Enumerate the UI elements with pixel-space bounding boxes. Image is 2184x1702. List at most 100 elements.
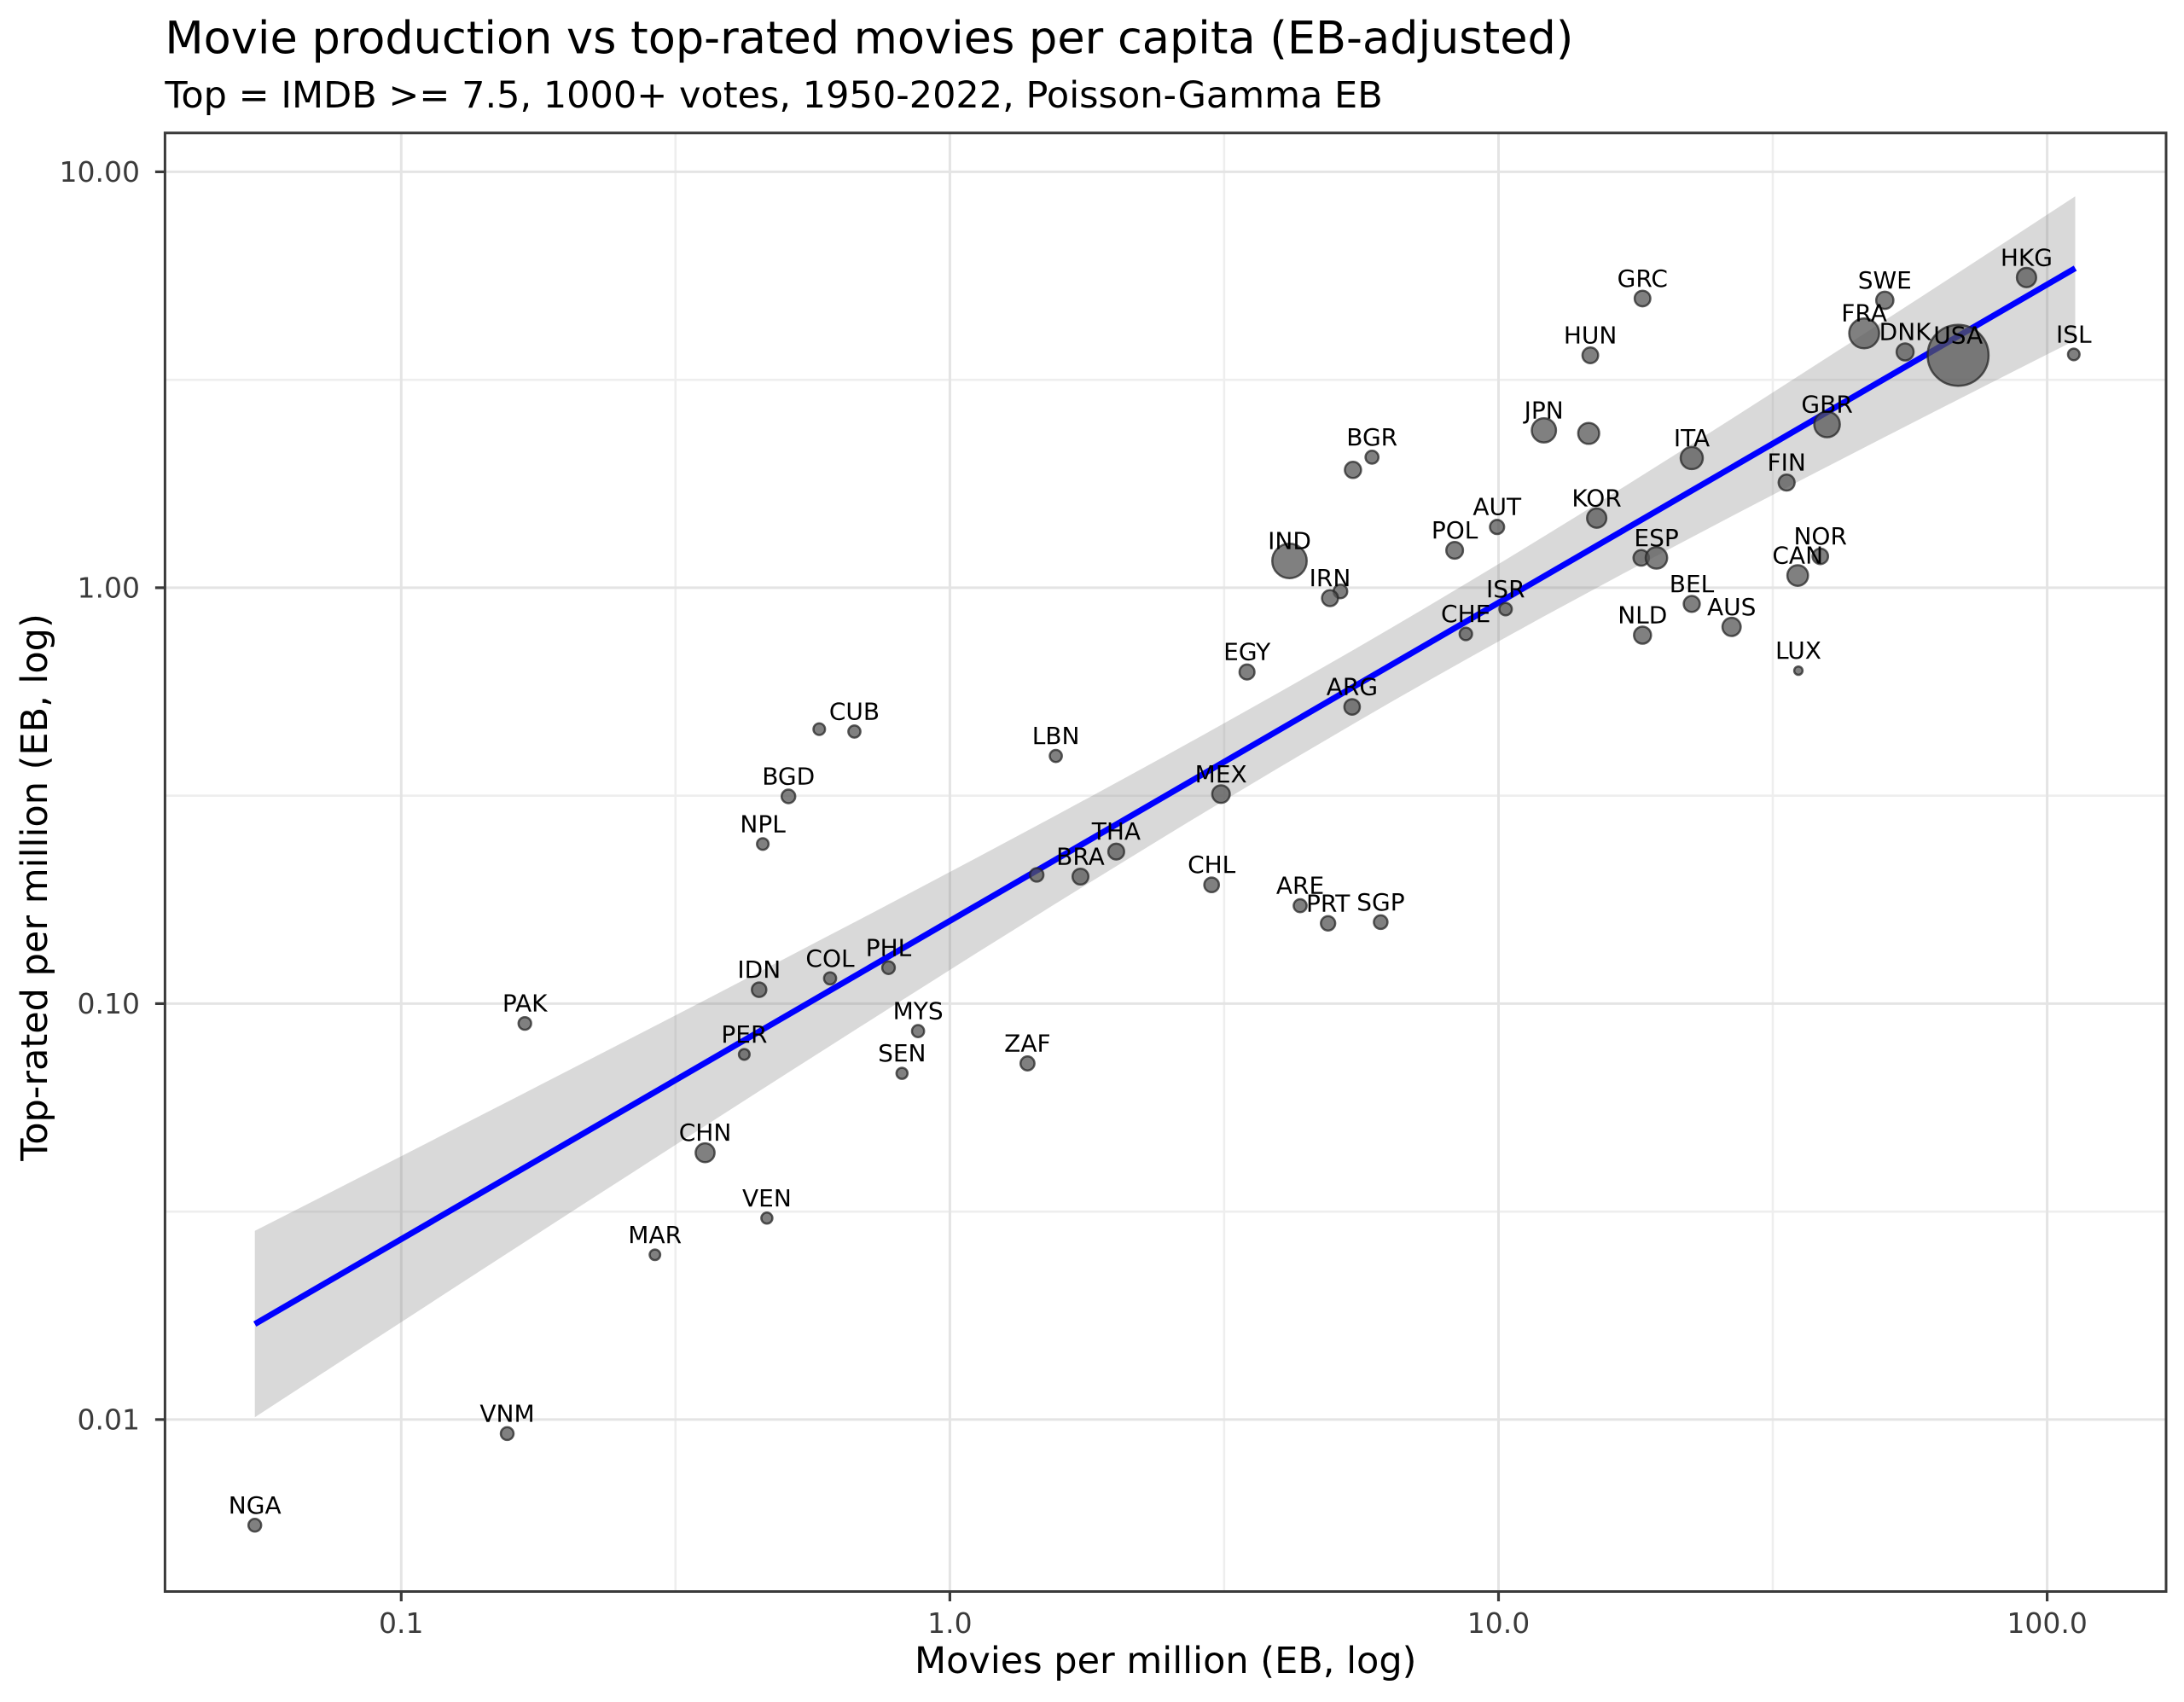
point-gbr [1813,410,1841,439]
label-ven: VEN [742,1184,792,1212]
label-pol: POL [1432,516,1478,544]
x-tick-label: 10.0 [1467,1606,1530,1640]
y-tick-label: 1.00 [78,571,140,604]
point-ita [1679,445,1705,471]
point-egy [1238,663,1256,681]
label-vnm: VNM [479,1399,534,1427]
point-bgd [780,788,797,805]
axes-background [165,132,2167,1592]
point-npl [756,837,770,851]
point-isr [1498,601,1513,617]
label-bel: BEL [1670,570,1715,598]
label-bgr: BGR [1346,423,1397,451]
x-tick-label: 0.1 [379,1606,423,1640]
label-chn: CHN [679,1118,732,1147]
label-prt: PRT [1306,889,1350,917]
label-irn: IRN [1310,564,1351,592]
x-tick-labels: 0.1 1.0 10.0 100.0 [379,1606,2088,1640]
point-esp [1644,546,1669,570]
point-unlabeled [812,722,827,736]
point-fra [1848,317,1880,350]
point-vnm [499,1426,515,1442]
point-bel [1682,595,1701,613]
label-aus: AUS [1707,593,1756,621]
label-nld: NLD [1618,601,1667,630]
x-axis-label: Movies per million (EB, log) [915,1640,1416,1682]
point-mar [648,1248,662,1262]
label-ita: ITA [1674,424,1710,452]
point-arg [1343,698,1362,716]
point-che [1458,626,1473,642]
point-kor [1586,507,1608,529]
point-sgp [1373,914,1389,931]
label-jpn: JPN [1523,396,1564,424]
label-sen: SEN [878,1039,926,1067]
label-gbr: GBR [1801,391,1852,419]
label-npl: NPL [740,810,786,838]
label-isl: ISL [2056,320,2092,348]
point-unlabeled [1029,867,1045,883]
point-col [822,971,838,986]
major-gridlines [165,132,2166,1592]
point-chn [694,1141,716,1164]
label-phl: PHL [866,933,912,961]
point-hun [1581,346,1600,364]
label-pak: PAK [502,990,548,1018]
point-mex [1211,784,1231,805]
point-nor [1811,547,1830,566]
label-esp: ESP [1634,524,1678,552]
point-unlabeled [1577,421,1600,445]
point-unlabeled [1344,461,1362,479]
point-tha [1107,842,1125,861]
point-zaf [1019,1055,1036,1072]
label-lux: LUX [1775,636,1821,665]
y-axis-label: Top-rated per million (EB, log) [14,613,56,1162]
y-tick-labels: 10.00 1.00 0.10 0.01 [60,155,140,1437]
label-dnk: DNK [1879,318,1932,346]
point-aus [1721,616,1742,637]
point-bra [1071,867,1090,886]
label-tha: THA [1091,817,1141,845]
point-lbn [1048,748,1063,764]
point-isl [2066,347,2081,362]
axis-ticks [154,170,2049,1601]
point-per [737,1048,751,1061]
y-tick-label: 10.00 [60,155,140,189]
point-pol [1445,541,1465,561]
point-swe [1874,290,1895,311]
point-prt [1320,915,1337,932]
label-swe: SWE [1858,266,1912,294]
label-fin: FIN [1768,449,1806,477]
point-nld [1633,625,1653,645]
point-mys [910,1024,926,1038]
point-phl [880,960,897,975]
label-usa: USA [1933,322,1983,350]
point-can [1786,564,1809,587]
data-points [247,266,2081,1533]
label-per: PER [721,1020,767,1049]
point-fin [1777,473,1796,492]
y-tick-label: 0.10 [78,987,140,1020]
point-aut [1489,519,1506,536]
label-mar: MAR [628,1221,682,1249]
point-dnk [1895,342,1915,362]
point-cub [847,724,862,739]
label-che: CHE [1441,600,1490,628]
point-grc [1633,289,1652,308]
point-hkg [2015,266,2037,288]
label-are: ARE [1276,872,1324,900]
label-fra: FRA [1841,299,1887,328]
point-ind [1271,543,1308,579]
point-pak [517,1015,532,1031]
plot-border [163,131,2168,1593]
label-mex: MEX [1195,760,1247,788]
confidence-band [254,196,2076,1418]
point-jpn [1531,416,1558,444]
label-hun: HUN [1564,322,1618,350]
point-irn [1321,589,1339,607]
label-nga: NGA [229,1491,282,1519]
label-cub: CUB [829,698,880,726]
label-can: CAN [1772,542,1823,570]
